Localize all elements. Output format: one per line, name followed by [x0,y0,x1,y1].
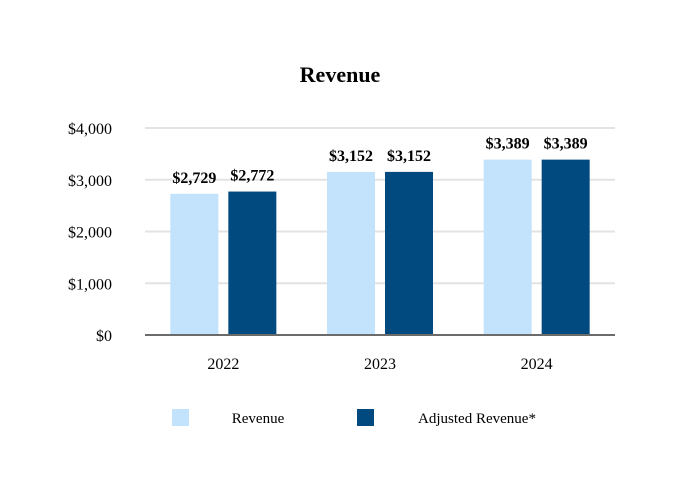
y-tick-label: $4,000 [68,121,112,138]
legend-label: Adjusted Revenue* [418,411,536,427]
y-axis: $0 $1,000 $2,000 $3,000 $4,000 [68,121,112,345]
x-tick-label: 2024 [521,356,553,373]
x-axis: 2022 2023 2024 [145,334,615,373]
gridlines [145,127,615,285]
data-label: $2,729 [172,170,216,187]
bar [385,171,433,335]
y-tick-label: $3,000 [68,173,112,190]
data-label: $3,152 [387,148,431,165]
x-tick-label: 2023 [364,356,396,373]
bar [228,191,277,335]
y-tick-label: $1,000 [68,276,112,293]
legend-swatch [357,409,374,426]
bars: $2,729 $2,772 $3,152 $3,152 $3,389 $3,389 [170,136,590,335]
bar [541,159,590,335]
data-label: $3,152 [329,148,373,165]
y-tick-label: $2,000 [68,225,112,242]
legend-swatch [172,409,189,426]
data-label: $3,389 [544,136,588,153]
legend: Revenue Adjusted Revenue* [172,409,536,427]
chart-title: Revenue [300,62,381,87]
legend-label: Revenue [232,411,285,427]
data-label: $3,389 [486,136,530,153]
y-tick-label: $0 [96,328,112,345]
data-label: $2,772 [230,168,274,185]
bar [327,171,375,335]
x-tick-label: 2022 [207,356,239,373]
bar [483,159,532,335]
bar [170,193,219,335]
